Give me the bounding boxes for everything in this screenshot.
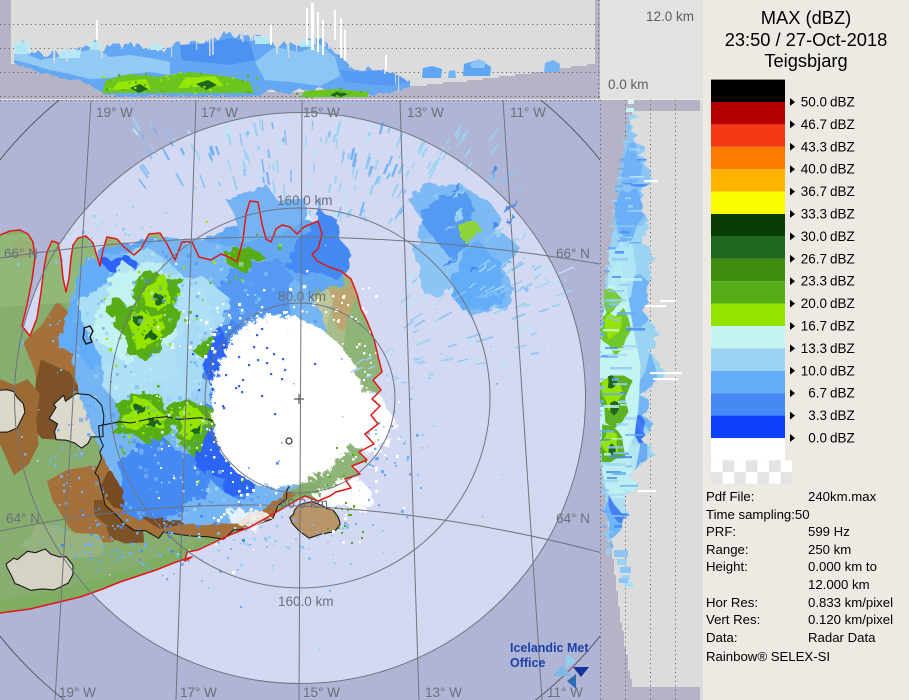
- svg-text:66° N: 66° N: [556, 246, 590, 261]
- svg-text:Icelandic Met: Icelandic Met: [510, 641, 589, 655]
- svg-text:46.7: 46.7: [801, 117, 827, 132]
- svg-text:dBZ: dBZ: [830, 319, 855, 334]
- svg-text:19° W: 19° W: [96, 105, 133, 120]
- svg-text:16.7: 16.7: [801, 319, 827, 334]
- svg-text:17° W: 17° W: [180, 685, 217, 700]
- svg-text:33.3: 33.3: [801, 207, 827, 222]
- svg-text:160.0 km: 160.0 km: [277, 193, 333, 208]
- svg-text:dBZ: dBZ: [830, 341, 855, 356]
- svg-text:13° W: 13° W: [407, 105, 444, 120]
- svg-text:Office: Office: [510, 656, 545, 670]
- svg-text:dBZ: dBZ: [830, 408, 855, 423]
- svg-text:19° W: 19° W: [59, 685, 96, 700]
- svg-text:64° N: 64° N: [6, 511, 40, 526]
- svg-text:dBZ: dBZ: [830, 431, 855, 446]
- svg-text:dBZ: dBZ: [830, 184, 855, 199]
- svg-text:40.0: 40.0: [801, 162, 827, 177]
- svg-text:dBZ: dBZ: [830, 296, 855, 311]
- svg-text:20.0: 20.0: [801, 296, 827, 311]
- svg-text:dBZ: dBZ: [830, 251, 855, 266]
- svg-text:dBZ: dBZ: [830, 386, 855, 401]
- svg-text:13.3: 13.3: [801, 341, 827, 356]
- svg-text:160.0 km: 160.0 km: [278, 594, 334, 609]
- svg-text:80.0 km: 80.0 km: [278, 289, 326, 304]
- svg-text:26.7: 26.7: [801, 251, 827, 266]
- svg-text:11° W: 11° W: [547, 685, 583, 700]
- svg-text:64° N: 64° N: [556, 511, 590, 526]
- svg-text:0.0: 0.0: [808, 431, 827, 446]
- svg-text:10.0: 10.0: [801, 363, 827, 378]
- svg-text:17° W: 17° W: [201, 105, 238, 120]
- svg-text:36.7: 36.7: [801, 184, 827, 199]
- svg-text:15° W: 15° W: [303, 105, 340, 120]
- svg-text:80.0 km: 80.0 km: [280, 496, 328, 511]
- svg-text:dBZ: dBZ: [830, 162, 855, 177]
- svg-text:dBZ: dBZ: [830, 363, 855, 378]
- svg-text:6.7: 6.7: [808, 386, 827, 401]
- svg-text:dBZ: dBZ: [830, 274, 855, 289]
- svg-text:3.3: 3.3: [808, 408, 827, 423]
- svg-text:50.0: 50.0: [801, 95, 827, 110]
- svg-text:dBZ: dBZ: [830, 95, 855, 110]
- svg-text:30.0: 30.0: [801, 229, 827, 244]
- svg-text:13° W: 13° W: [425, 685, 462, 700]
- svg-text:66° N: 66° N: [4, 246, 38, 261]
- svg-text:dBZ: dBZ: [830, 117, 855, 132]
- svg-text:11° W: 11° W: [510, 105, 546, 120]
- svg-text:15° W: 15° W: [303, 685, 340, 700]
- svg-text:23.3: 23.3: [801, 274, 827, 289]
- svg-text:dBZ: dBZ: [830, 229, 855, 244]
- svg-text:dBZ: dBZ: [830, 139, 855, 154]
- svg-text:dBZ: dBZ: [830, 207, 855, 222]
- svg-text:43.3: 43.3: [801, 139, 827, 154]
